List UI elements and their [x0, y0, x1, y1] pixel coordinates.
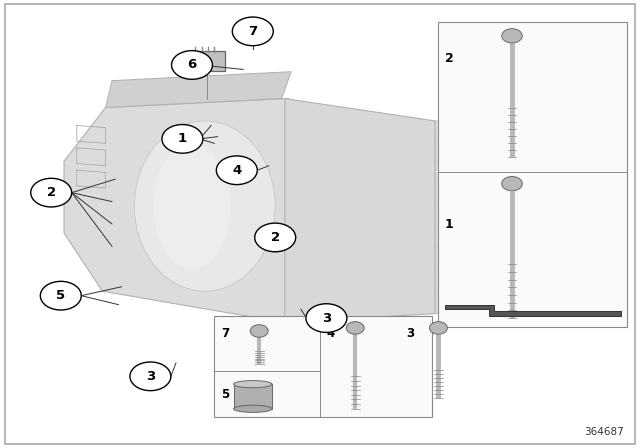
Polygon shape — [435, 121, 563, 314]
Circle shape — [172, 51, 212, 79]
Text: 1: 1 — [178, 132, 187, 146]
Text: 5: 5 — [56, 289, 65, 302]
Text: 3: 3 — [146, 370, 155, 383]
Bar — [438, 22, 627, 327]
Text: 7: 7 — [248, 25, 257, 38]
Text: 4: 4 — [232, 164, 241, 177]
Text: 1: 1 — [445, 217, 454, 231]
Circle shape — [502, 177, 522, 191]
Text: 2: 2 — [47, 186, 56, 199]
Ellipse shape — [134, 121, 275, 291]
Text: 6: 6 — [188, 58, 196, 72]
Ellipse shape — [234, 380, 272, 388]
Text: 2: 2 — [271, 231, 280, 244]
Circle shape — [306, 304, 347, 332]
Circle shape — [130, 362, 171, 391]
Polygon shape — [285, 99, 435, 323]
Text: 5: 5 — [221, 388, 229, 401]
Text: 364687: 364687 — [584, 427, 624, 437]
Circle shape — [162, 125, 203, 153]
Circle shape — [429, 322, 447, 334]
FancyBboxPatch shape — [190, 51, 225, 71]
Bar — [234, 384, 272, 409]
Text: 3: 3 — [406, 327, 415, 340]
Circle shape — [255, 223, 296, 252]
Circle shape — [232, 17, 273, 46]
Circle shape — [250, 325, 268, 337]
Circle shape — [346, 322, 364, 334]
Text: 4: 4 — [326, 327, 335, 340]
Text: 3: 3 — [322, 311, 331, 325]
Polygon shape — [445, 305, 621, 316]
Circle shape — [40, 281, 81, 310]
Polygon shape — [106, 72, 291, 108]
Polygon shape — [64, 99, 339, 323]
Ellipse shape — [154, 143, 230, 269]
Bar — [214, 316, 432, 417]
Text: 2: 2 — [445, 52, 454, 65]
Circle shape — [31, 178, 72, 207]
Circle shape — [502, 29, 522, 43]
Text: 7: 7 — [221, 327, 229, 340]
Circle shape — [216, 156, 257, 185]
Ellipse shape — [234, 405, 272, 412]
